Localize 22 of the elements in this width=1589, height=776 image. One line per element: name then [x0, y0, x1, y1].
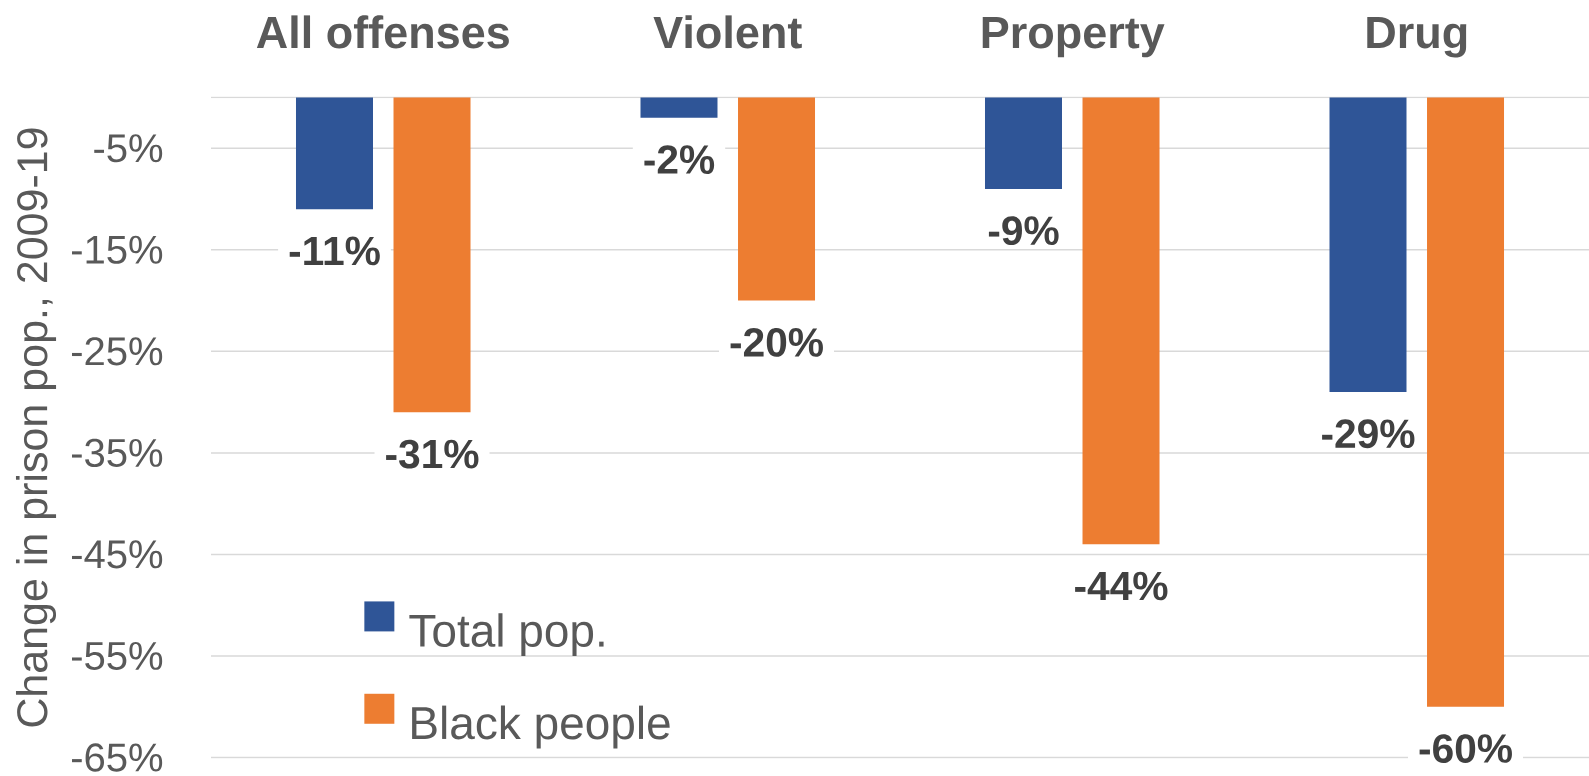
- y-tick-label: -5%: [94, 134, 163, 163]
- y-axis-title: Change in prison pop., 2009-19: [15, 128, 57, 727]
- data-label: -31%: [386, 439, 479, 469]
- x-tick-label: Drug: [1367, 17, 1467, 58]
- legend-label: Total pop.: [409, 613, 604, 657]
- data-label: -20%: [730, 327, 823, 357]
- data-label: -2%: [644, 145, 715, 174]
- data-label: -44%: [1075, 571, 1168, 601]
- data-label: -11%: [289, 236, 380, 266]
- y-tick-label: -25%: [72, 337, 163, 366]
- x-tick-label: Violent: [653, 15, 802, 49]
- y-tick-label: -35%: [72, 438, 163, 468]
- data-label: -60%: [1419, 734, 1512, 763]
- data-label: -9%: [988, 216, 1059, 246]
- legend-label: Black people: [412, 705, 670, 749]
- x-tick-label: Property: [982, 17, 1165, 58]
- data-label: -29%: [1322, 419, 1415, 449]
- x-tick-label: All offenses: [256, 15, 509, 49]
- y-tick-label: -45%: [72, 540, 163, 569]
- y-tick-label: -65%: [72, 743, 163, 772]
- y-tick-label: -15%: [72, 235, 163, 264]
- y-tick-label: -55%: [72, 641, 163, 671]
